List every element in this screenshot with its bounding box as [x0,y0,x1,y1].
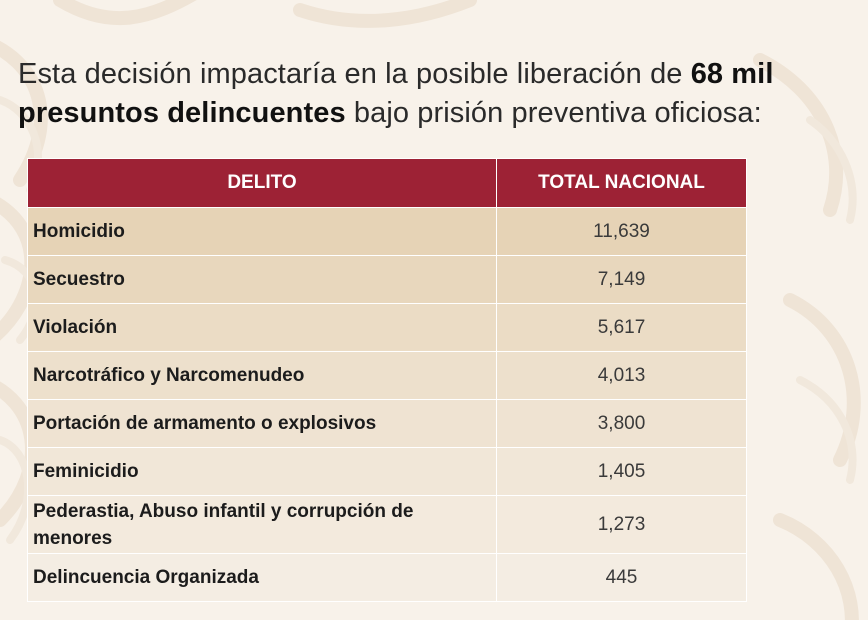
row-delito: Secuestro [27,255,497,304]
row-total: 11,639 [496,207,747,256]
row-total: 5,617 [496,303,747,352]
row-total: 1,405 [496,447,747,496]
table-row: Secuestro 7,149 [27,255,747,304]
row-total: 7,149 [496,255,747,304]
table-row: Violación 5,617 [27,303,747,352]
row-total: 3,800 [496,399,747,448]
row-delito: Homicidio [27,207,497,256]
row-delito: Delincuencia Organizada [27,553,497,602]
table-header-row: DELITO TOTAL NACIONAL [27,158,747,208]
headline-highlight-number: 68 mil [690,58,774,90]
table-row: Narcotráfico y Narcomenudeo 4,013 [27,351,747,400]
table-row: Portación de armamento o explosivos 3,80… [27,399,747,448]
row-delito: Narcotráfico y Narcomenudeo [27,351,497,400]
row-total: 4,013 [496,351,747,400]
column-header-total-nacional: TOTAL NACIONAL [496,158,747,208]
row-total: 445 [496,553,747,602]
crimes-table: DELITO TOTAL NACIONAL Homicidio 11,639 S… [27,158,747,602]
table-row: Feminicidio 1,405 [27,447,747,496]
headline-text-1: Esta decisión impactaría en la posible l… [18,58,691,90]
headline: Esta decisión impactaría en la posible l… [18,55,863,133]
row-delito: Pederastia, Abuso infantil y corrupción … [27,495,497,554]
table-row: Homicidio 11,639 [27,207,747,256]
row-delito: Portación de armamento o explosivos [27,399,497,448]
table-row: Pederastia, Abuso infantil y corrupción … [27,495,747,554]
headline-text-2: bajo prisión preventiva oficiosa: [345,97,762,129]
row-total: 1,273 [496,495,747,554]
row-delito: Feminicidio [27,447,497,496]
column-header-delito: DELITO [27,158,497,208]
headline-highlight-subject: presuntos delincuentes [18,97,346,129]
row-delito: Violación [27,303,497,352]
table-row: Delincuencia Organizada 445 [27,553,747,602]
